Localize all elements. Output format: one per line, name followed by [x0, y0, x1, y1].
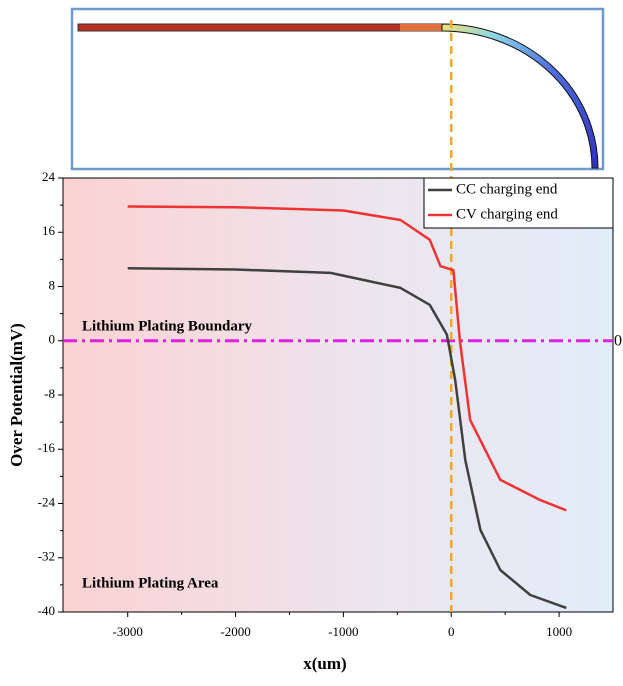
y-tick-label: 24 — [42, 169, 56, 184]
legend-label: CV charging end — [456, 206, 558, 222]
y-tick-label: -24 — [38, 494, 56, 509]
x-axis-label: x(um) — [303, 654, 346, 673]
inset — [72, 9, 603, 169]
y-tick-label: -40 — [38, 603, 55, 618]
y-tick-label: -8 — [44, 386, 55, 401]
x-tick-label: 1000 — [546, 624, 572, 639]
boundary-label: 0 — [614, 333, 622, 350]
y-tick-label: 8 — [49, 277, 56, 292]
x-tick-label: -2000 — [220, 624, 250, 639]
annotation: Lithium Plating Area — [82, 575, 219, 591]
annotation: Lithium Plating Boundary — [82, 318, 253, 334]
x-tick-label: -3000 — [113, 624, 143, 639]
x-tick-label: -1000 — [328, 624, 358, 639]
y-tick-label: 16 — [42, 223, 56, 238]
y-tick-label: -32 — [38, 549, 55, 564]
y-tick-label: -16 — [38, 440, 56, 455]
plot-background — [63, 178, 613, 612]
chart: x(um) Over Potential(mV) Lithium Plating… — [0, 0, 623, 681]
legend-label: CC charging end — [456, 181, 558, 197]
y-axis-label: Over Potential(mV) — [7, 323, 26, 467]
y-tick-label: 0 — [49, 332, 56, 347]
x-tick-label: 0 — [448, 624, 455, 639]
